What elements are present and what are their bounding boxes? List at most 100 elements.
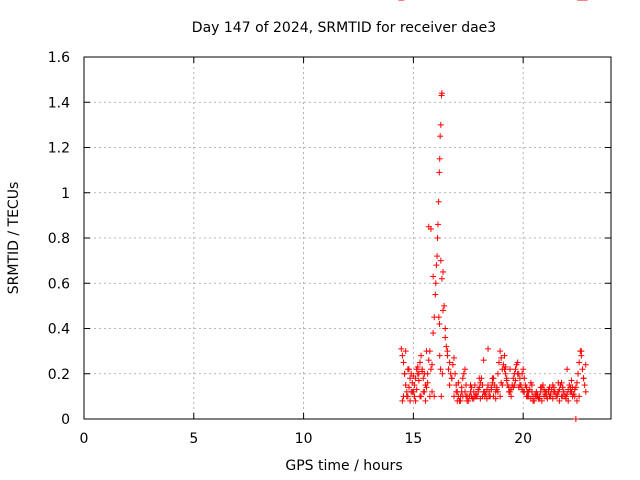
data-point	[485, 345, 492, 352]
data-point	[430, 330, 437, 337]
data-point	[450, 393, 457, 400]
data-point	[512, 366, 519, 373]
y-tick-label: 0.6	[48, 276, 70, 292]
data-point	[488, 384, 495, 391]
data-point	[525, 388, 532, 395]
data-point	[501, 352, 508, 359]
data-point	[512, 377, 519, 384]
data-point	[496, 359, 503, 366]
data-point	[427, 366, 434, 373]
data-point	[425, 357, 432, 364]
data-point	[400, 359, 407, 366]
y-axis-label: SRMTID / TECUs	[6, 182, 22, 295]
data-point	[446, 382, 453, 389]
data-point	[402, 348, 409, 355]
data-point	[514, 359, 521, 366]
data-point	[401, 370, 408, 377]
data-point	[399, 352, 406, 359]
data-point	[560, 388, 567, 395]
data-point	[569, 384, 576, 391]
y-tick-label: 1.2	[48, 141, 70, 157]
data-point	[440, 307, 447, 314]
data-point	[493, 386, 500, 393]
data-point	[440, 268, 447, 275]
grid-lines	[84, 57, 611, 419]
data-point	[575, 370, 582, 377]
data-point	[430, 273, 437, 280]
data-point	[541, 393, 548, 400]
data-point	[436, 155, 443, 162]
data-point	[415, 377, 422, 384]
data-point	[549, 395, 556, 402]
y-tick-label: 1.4	[48, 95, 70, 111]
data-point	[498, 379, 505, 386]
data-point	[572, 416, 579, 422]
data-point	[573, 379, 580, 386]
data-point	[537, 384, 544, 391]
data-point	[407, 375, 414, 382]
data-point	[476, 375, 483, 382]
data-point	[418, 352, 425, 359]
data-point	[439, 370, 446, 377]
data-point	[402, 382, 409, 389]
data-point	[479, 382, 486, 389]
data-point	[433, 262, 440, 269]
data-point	[435, 314, 442, 321]
data-point	[550, 388, 557, 395]
data-point	[453, 388, 460, 395]
data-point	[463, 393, 470, 400]
data-point	[528, 382, 535, 389]
data-point	[422, 397, 429, 404]
data-point	[579, 366, 586, 373]
data-point	[573, 397, 580, 404]
x-tick-label: 20	[514, 431, 532, 447]
data-point	[408, 388, 415, 395]
data-point	[446, 359, 453, 366]
data-point	[403, 393, 410, 400]
data-point	[432, 291, 439, 298]
data-point	[461, 366, 468, 373]
data-point	[405, 384, 412, 391]
y-tick-label: 1.6	[48, 50, 70, 66]
data-point	[435, 198, 442, 205]
data-point	[520, 366, 527, 373]
y-tick-label: 0.2	[48, 367, 70, 383]
data-point	[420, 375, 427, 382]
data-point	[485, 382, 492, 389]
data-point	[429, 388, 436, 395]
y-axis: 0 0.2 0.4 0.6 0.8 1 1.2 1.4 1.6	[48, 50, 611, 428]
data-point	[559, 393, 566, 400]
data-point	[436, 320, 443, 327]
data-point	[567, 388, 574, 395]
data-point	[559, 384, 566, 391]
data-point	[415, 370, 422, 377]
data-point	[479, 393, 486, 400]
data-point	[521, 375, 528, 382]
chart-title: Day 147 of 2024, SRMTID for receiver dae…	[192, 20, 496, 36]
data-point	[437, 133, 444, 140]
data-point	[582, 361, 589, 368]
data-point	[542, 388, 549, 395]
data-point	[450, 354, 457, 361]
y-tick-label: 0	[61, 412, 70, 428]
data-point	[459, 375, 466, 382]
y-tick-label: 1	[61, 186, 70, 202]
data-point	[578, 348, 585, 355]
data-point	[405, 366, 412, 373]
data-point	[511, 382, 518, 389]
data-point	[498, 354, 505, 361]
y-tick-label: 0.8	[48, 231, 70, 247]
data-point	[429, 361, 436, 368]
data-point	[419, 368, 426, 375]
data-point	[438, 393, 445, 400]
data-point	[441, 302, 448, 309]
data-point	[494, 370, 501, 377]
data-point	[581, 382, 588, 389]
data-point	[530, 397, 537, 404]
data-point	[412, 397, 419, 404]
y-tick-label: 0.4	[48, 322, 70, 338]
data-point	[464, 397, 471, 404]
data-point	[442, 325, 449, 332]
data-point	[423, 348, 430, 355]
